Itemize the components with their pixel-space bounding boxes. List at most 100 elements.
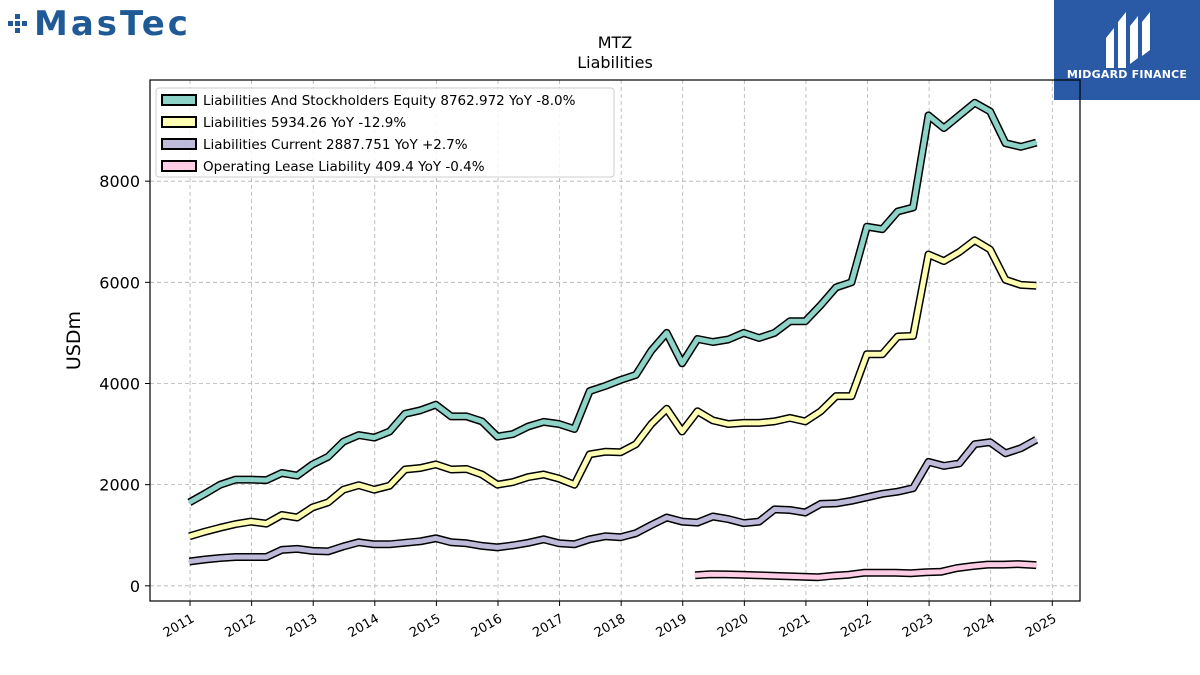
- data-point: [847, 573, 851, 576]
- data-point: [788, 320, 792, 323]
- data-point: [788, 508, 792, 512]
- data-point: [988, 110, 992, 113]
- data-point: [573, 427, 576, 431]
- data-point: [896, 210, 899, 213]
- data-point: [942, 259, 946, 263]
- data-point: [927, 114, 930, 117]
- data-point: [757, 421, 761, 425]
- series-liabilities-and-stockholders-equity: [187, 98, 1038, 506]
- data-point: [450, 468, 453, 471]
- data-point: [496, 546, 499, 549]
- data-point: [326, 455, 330, 458]
- data-point: [834, 502, 838, 505]
- x-tick-label: 2019: [654, 611, 690, 641]
- data-point: [1035, 284, 1038, 287]
- data-point: [757, 520, 761, 523]
- data-point: [896, 490, 899, 493]
- data-point: [1035, 563, 1038, 567]
- data-point: [971, 564, 974, 568]
- data-point: [265, 478, 268, 482]
- data-point: [755, 574, 758, 577]
- data-point: [665, 516, 668, 519]
- data-point: [724, 573, 728, 576]
- data-point: [863, 571, 866, 574]
- data-point: [865, 496, 869, 499]
- data-point: [234, 555, 237, 559]
- data-point: [865, 353, 869, 356]
- series-line-outline: [188, 436, 1039, 566]
- data-point: [280, 471, 283, 475]
- data-point: [711, 515, 715, 518]
- series-operating-lease-liability: [693, 560, 1038, 582]
- data-point: [973, 239, 976, 242]
- data-point: [419, 409, 422, 412]
- data-point: [696, 521, 699, 524]
- x-tick-label: 2018: [592, 611, 628, 641]
- data-point: [850, 281, 853, 284]
- data-point: [986, 563, 989, 566]
- data-point: [342, 488, 345, 491]
- data-point: [203, 492, 206, 495]
- data-point: [1017, 562, 1020, 566]
- data-point: [665, 331, 668, 335]
- data-point: [988, 441, 992, 444]
- data-point: [801, 575, 804, 578]
- data-point: [234, 478, 237, 481]
- data-point: [881, 492, 884, 495]
- data-point: [650, 523, 653, 527]
- data-point: [480, 420, 484, 423]
- data-point: [557, 422, 561, 426]
- data-point: [357, 484, 360, 487]
- data-point: [942, 464, 946, 468]
- data-point: [804, 420, 807, 423]
- x-tick-label: 2025: [1023, 611, 1059, 641]
- x-axis: 2011 2012 2013 2014 2015 2016 2017 2018 2019 2020…: [161, 601, 1059, 641]
- data-point: [665, 407, 668, 410]
- data-point: [311, 506, 314, 509]
- legend: Liabilities And Stockholders Equity 8762…: [155, 87, 615, 178]
- data-point: [619, 451, 622, 454]
- data-point: [1035, 438, 1038, 441]
- data-point: [850, 394, 853, 398]
- data-point: [557, 542, 561, 545]
- x-tick-label: 2020: [715, 611, 751, 641]
- data-point: [249, 478, 253, 481]
- data-point: [773, 420, 776, 423]
- data-point: [357, 541, 360, 544]
- data-point: [742, 521, 745, 525]
- data-point: [634, 443, 638, 446]
- data-point: [388, 430, 391, 433]
- data-point: [1004, 452, 1007, 455]
- data-point: [588, 453, 591, 456]
- mastec-logo: MasTec: [8, 2, 191, 46]
- data-point: [727, 422, 730, 426]
- midgard-logo-text: MIDGARD FINANCE: [1066, 68, 1188, 81]
- data-point: [249, 520, 253, 523]
- data-point: [955, 566, 958, 570]
- data-point: [742, 421, 745, 425]
- chart-subtitle: Liabilities: [577, 53, 653, 72]
- data-point: [834, 394, 838, 398]
- data-point: [927, 460, 930, 464]
- data-point: [927, 253, 930, 256]
- data-point: [1004, 142, 1007, 145]
- data-point: [603, 535, 607, 538]
- x-tick-label: 2023: [900, 611, 936, 641]
- data-point: [1019, 283, 1023, 287]
- data-point: [265, 522, 268, 525]
- legend-label: Operating Lease Liability 409.4 YoY -0.4…: [203, 159, 485, 175]
- data-point: [881, 353, 884, 356]
- legend-swatch: [161, 160, 197, 172]
- x-tick-label: 2016: [469, 611, 505, 641]
- data-point: [419, 466, 422, 470]
- data-point: [419, 540, 422, 543]
- data-point: [634, 532, 638, 535]
- legend-label: Liabilities And Stockholders Equity 8762…: [203, 93, 576, 109]
- data-point: [693, 574, 697, 577]
- data-point: [357, 433, 360, 437]
- data-point: [650, 349, 653, 352]
- data-point: [973, 101, 976, 105]
- data-point: [940, 570, 943, 573]
- data-point: [373, 543, 376, 546]
- data-point: [527, 541, 530, 544]
